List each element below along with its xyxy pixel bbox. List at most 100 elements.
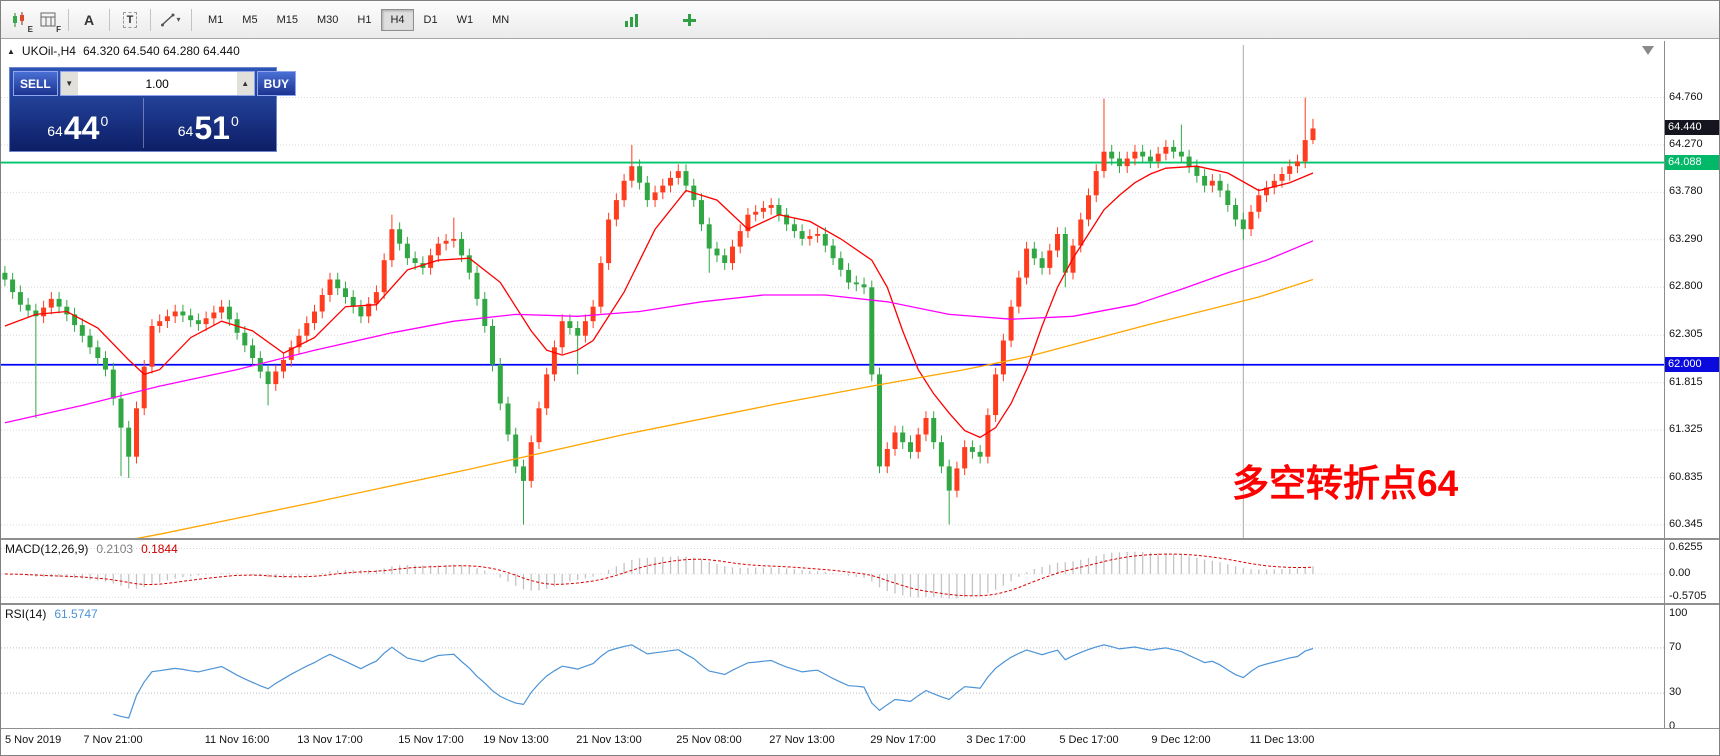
- buy-button[interactable]: BUY: [256, 71, 297, 96]
- rsi-line: [113, 644, 1314, 719]
- expert-chart-icon[interactable]: E: [7, 7, 33, 34]
- timeframe-mn[interactable]: MN: [483, 9, 518, 31]
- time-axis-label: 15 Nov 17:00: [398, 734, 464, 746]
- timeframe-m5[interactable]: M5: [233, 9, 266, 31]
- time-axis-label: 3 Dec 17:00: [966, 734, 1026, 746]
- timeframe-m1[interactable]: M1: [199, 9, 232, 31]
- macd-signal-line: [4, 553, 1314, 597]
- macd-axis-label: 0.6255: [1669, 541, 1703, 553]
- toolbar-separator: [109, 8, 110, 31]
- chart-symbol-title: UKOil-,H4: [21, 44, 76, 58]
- icon-sub-label: E: [27, 24, 33, 34]
- time-axis-label: 19 Nov 13:00: [483, 734, 549, 746]
- rsi-axis-label: 70: [1669, 641, 1682, 653]
- collapse-panel-icon[interactable]: ▲: [7, 46, 15, 56]
- price-axis-label: 64.270: [1669, 138, 1703, 150]
- chart-shift-marker-icon[interactable]: [1642, 46, 1654, 55]
- volume-decrease-button[interactable]: ▼: [60, 72, 78, 95]
- chart-text-annotation[interactable]: 多空转折点64: [1232, 463, 1459, 504]
- bid-ask-row: 64 44 0 64 51 0: [13, 98, 273, 148]
- ask-price[interactable]: 64 51 0: [142, 98, 274, 148]
- price-axis[interactable]: 64.760 64.270 63.780 63.290 62.800 62.305 61.8…: [1664, 41, 1719, 538]
- ask-price-sup: 0: [230, 113, 239, 129]
- bid-price[interactable]: 64 44 0: [13, 98, 143, 148]
- toolbar-separator: [68, 8, 69, 31]
- timeframe-d1[interactable]: D1: [415, 9, 447, 31]
- rsi-label: RSI(14): [5, 607, 47, 621]
- timeframe-h1[interactable]: H1: [348, 9, 380, 31]
- candles-layer: [2, 97, 1316, 525]
- macd-header: MACD(12,26,9) 0.2103 0.1844: [5, 542, 178, 556]
- price-axis-label: 62.800: [1669, 280, 1703, 292]
- time-axis-label: 11 Dec 13:00: [1249, 734, 1315, 746]
- chart-ohlc-values: 64.320 64.540 64.280 64.440: [82, 44, 240, 58]
- ask-price-small: 64: [177, 123, 194, 139]
- ma-mid-line: [4, 240, 1314, 424]
- volume-increase-button[interactable]: ▲: [236, 72, 254, 95]
- macd-value-signal: 0.1844: [141, 542, 178, 556]
- bid-price-sup: 0: [100, 113, 109, 129]
- macd-value-main: 0.2103: [96, 542, 134, 556]
- trade-buttons-row: SELL ▼ ▲ BUY: [13, 71, 297, 96]
- price-axis-label: 61.815: [1669, 376, 1703, 388]
- time-axis-label: 7 Nov 21:00: [83, 734, 143, 746]
- volume-input[interactable]: [77, 72, 237, 95]
- trendline-glyph: [161, 13, 175, 26]
- time-axis-label: 5 Nov 2019: [5, 734, 62, 746]
- timeframe-w1[interactable]: W1: [448, 9, 483, 31]
- price-axis-label: 64.760: [1669, 91, 1703, 103]
- panel-separator[interactable]: [1, 603, 1719, 605]
- macd-histogram: [11, 551, 1314, 599]
- main-chart-area[interactable]: ▲ UKOil-,H4 64.320 64.540 64.280 64.440 …: [1, 41, 1664, 538]
- timeframe-buttons: M1 M5 M15 M30 H1 H4 D1 W1 MN: [199, 8, 518, 31]
- rsi-canvas: [1, 644, 1664, 719]
- panel-separator: [1, 728, 1719, 729]
- profile-grid-icon[interactable]: F: [35, 7, 61, 34]
- chart-header: ▲ UKOil-,H4 64.320 64.540 64.280 64.440: [7, 44, 240, 58]
- timeframe-m15[interactable]: M15: [268, 9, 307, 31]
- rsi-axis-label: 30: [1669, 686, 1682, 698]
- macd-axis-label: 0.00: [1669, 567, 1691, 579]
- time-axis-label: 27 Nov 13:00: [769, 734, 835, 746]
- price-tag-hline: 62.000: [1665, 357, 1719, 372]
- green-bars-glyph: [624, 13, 638, 27]
- time-axis-label: 21 Nov 13:00: [576, 734, 642, 746]
- timeframe-m30[interactable]: M30: [308, 9, 347, 31]
- macd-axis-label: -0.5705: [1669, 590, 1707, 602]
- toolbar-misc-icon-2[interactable]: [676, 7, 702, 33]
- price-axis-label: 61.325: [1669, 423, 1703, 435]
- one-click-trading-panel: SELL ▼ ▲ BUY 64 44 0 64: [9, 67, 297, 152]
- price-axis-label: 63.290: [1669, 233, 1703, 245]
- rsi-panel: RSI(14) 61.5747: [1, 605, 1664, 728]
- timeframe-h4[interactable]: H4: [381, 8, 414, 31]
- sell-button[interactable]: SELL: [13, 71, 58, 96]
- time-axis[interactable]: 5 Nov 2019 7 Nov 21:00 11 Nov 16:00 13 Nov …: [1, 729, 1719, 755]
- time-axis-label: 11 Nov 16:00: [204, 734, 270, 746]
- toolbar-misc-icon-1[interactable]: [618, 7, 644, 33]
- price-axis-label: 60.835: [1669, 471, 1703, 483]
- time-axis-label: 25 Nov 08:00: [676, 734, 742, 746]
- price-tag-current: 64.440: [1665, 120, 1719, 135]
- macd-axis: 0.6255 0.00 -0.5705: [1664, 540, 1719, 603]
- toolbar-separator: [191, 8, 192, 31]
- main-chart-canvas[interactable]: [1, 41, 1664, 538]
- time-axis-label: 5 Dec 17:00: [1059, 734, 1119, 746]
- grid-glyph: [40, 12, 56, 27]
- draw-tools-icon[interactable]: ▾: [158, 7, 184, 33]
- cursor-a-icon[interactable]: A: [83, 11, 95, 28]
- macd-panel: MACD(12,26,9) 0.2103 0.1844: [1, 540, 1664, 603]
- bid-price-big: 44: [63, 110, 100, 146]
- price-axis-label: 63.780: [1669, 185, 1703, 197]
- price-axis-label: 62.305: [1669, 328, 1703, 340]
- ma-fast-line: [4, 165, 1314, 439]
- dropdown-caret-icon: ▾: [176, 15, 181, 24]
- ask-price-big: 51: [194, 110, 230, 146]
- icon-sub-label: F: [56, 24, 61, 34]
- rsi-axis: 100 70 30 0: [1664, 605, 1719, 732]
- rsi-axis-label: 100: [1669, 607, 1688, 619]
- text-tool-icon[interactable]: T: [117, 7, 143, 33]
- macd-label: MACD(12,26,9): [5, 542, 89, 556]
- panel-separator[interactable]: [1, 538, 1719, 540]
- grid-layer: [1, 97, 1664, 526]
